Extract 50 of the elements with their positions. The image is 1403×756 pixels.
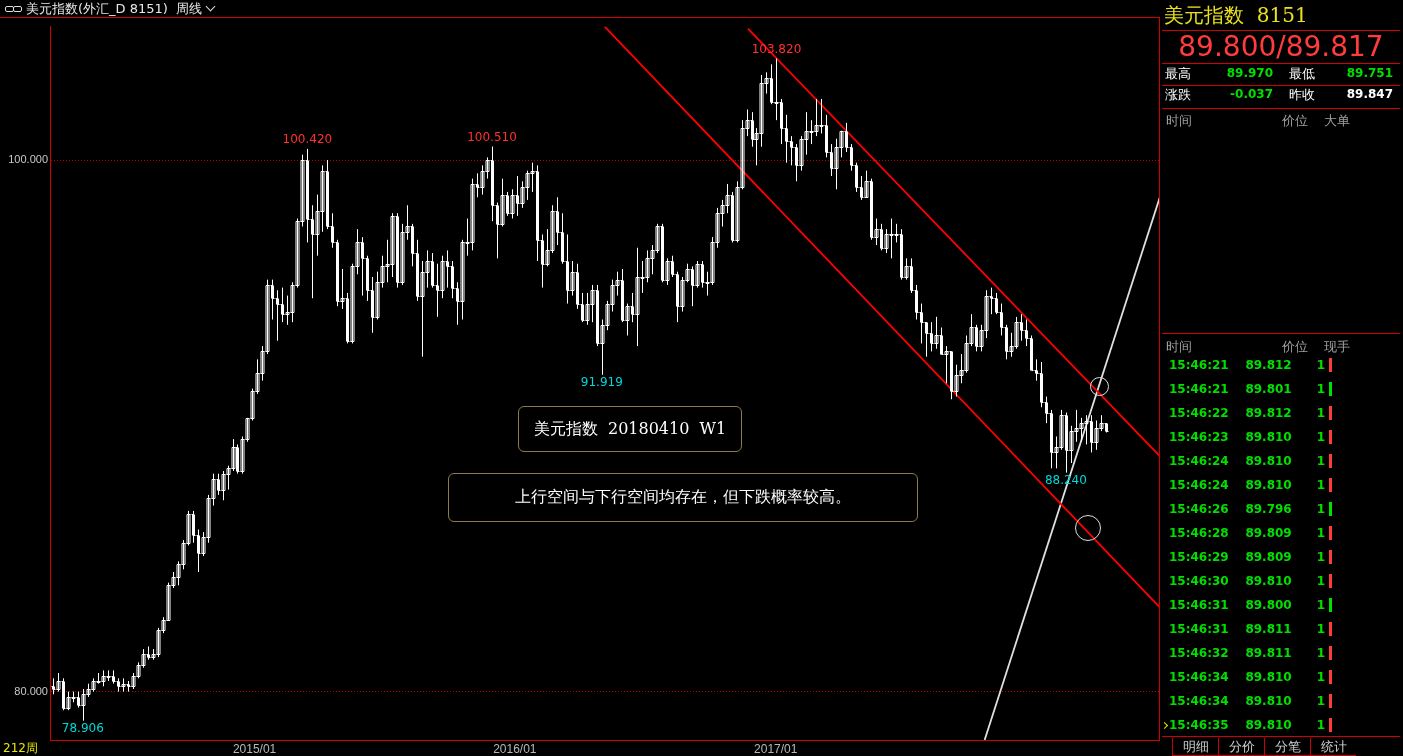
text: 15:46:32 89.811 1 bbox=[1169, 646, 1326, 660]
text: 15:46:21 89.812 1 bbox=[1169, 358, 1326, 372]
text: 明细 bbox=[1172, 738, 1218, 756]
text: 89.847 bbox=[1346, 87, 1393, 101]
text: 最低 bbox=[1289, 66, 1315, 81]
text: 15:46:22 89.812 1 bbox=[1169, 406, 1326, 420]
text: 美元指数 8151 bbox=[1164, 2, 1309, 29]
text: 15:46:24 89.810 1 bbox=[1169, 478, 1326, 492]
chart-subtitle: 周线 bbox=[176, 1, 203, 16]
text: 统计 bbox=[1310, 738, 1356, 756]
text: 时间 bbox=[1166, 338, 1193, 356]
text: 15:46:31 89.800 1 bbox=[1169, 598, 1326, 612]
annotation: 78.906 bbox=[61, 720, 104, 735]
text: 89.800/89.817 bbox=[1177, 30, 1385, 63]
text: 212周 bbox=[3, 741, 38, 756]
text: 分价 bbox=[1218, 738, 1264, 756]
x-tick-label: 2016/01 bbox=[493, 741, 537, 756]
text: 89.751 bbox=[1346, 66, 1393, 80]
text: 分笔 bbox=[1264, 738, 1310, 756]
x-tick-label: 2015/01 bbox=[232, 741, 277, 756]
text: 现手 bbox=[1324, 338, 1351, 356]
text: 15:46:21 89.801 1 bbox=[1169, 382, 1326, 396]
text: 昨收 bbox=[1289, 87, 1315, 102]
annotation: 100.420 bbox=[282, 131, 333, 146]
annotation: 100.510 bbox=[467, 129, 517, 144]
text: 15:46:26 89.796 1 bbox=[1169, 502, 1326, 516]
y-tick-label: 100.000 bbox=[8, 153, 48, 166]
annotation: 美元指数 20180410 W1 bbox=[518, 406, 742, 452]
text: 时间 bbox=[1166, 112, 1193, 130]
text: 15:46:30 89.810 1 bbox=[1169, 574, 1326, 588]
text: 涨跌 bbox=[1165, 86, 1192, 104]
text: 89.970 bbox=[1226, 66, 1273, 80]
text: 15:46:24 89.810 1 bbox=[1169, 454, 1326, 468]
text: 15:46:35 89.810 1 bbox=[1169, 718, 1326, 732]
text: 15:46:31 89.811 1 bbox=[1169, 622, 1326, 636]
text: 15:46:34 89.810 1 bbox=[1169, 694, 1326, 708]
x-tick-label: 2017/01 bbox=[754, 741, 798, 756]
annotation: 上行空间与下行空间均存在，但下跌概率较高。 bbox=[448, 473, 918, 522]
text: 15:46:28 89.809 1 bbox=[1169, 526, 1326, 540]
text: 15:46:29 89.809 1 bbox=[1169, 550, 1326, 564]
text: 最高 bbox=[1165, 65, 1192, 83]
chart-title: 美元指数(外汇_D 8151) bbox=[26, 1, 168, 16]
text: 15:46:23 89.810 1 bbox=[1169, 430, 1326, 444]
text: 价位 bbox=[1281, 112, 1308, 130]
text: 大单 bbox=[1324, 112, 1351, 130]
text: 15:46:34 89.810 1 bbox=[1169, 670, 1326, 684]
text: -0.037 bbox=[1230, 87, 1273, 101]
annotation: 91.919 bbox=[580, 374, 623, 389]
text: 价位 bbox=[1281, 338, 1308, 356]
y-tick-label: 80.000 bbox=[14, 684, 48, 697]
